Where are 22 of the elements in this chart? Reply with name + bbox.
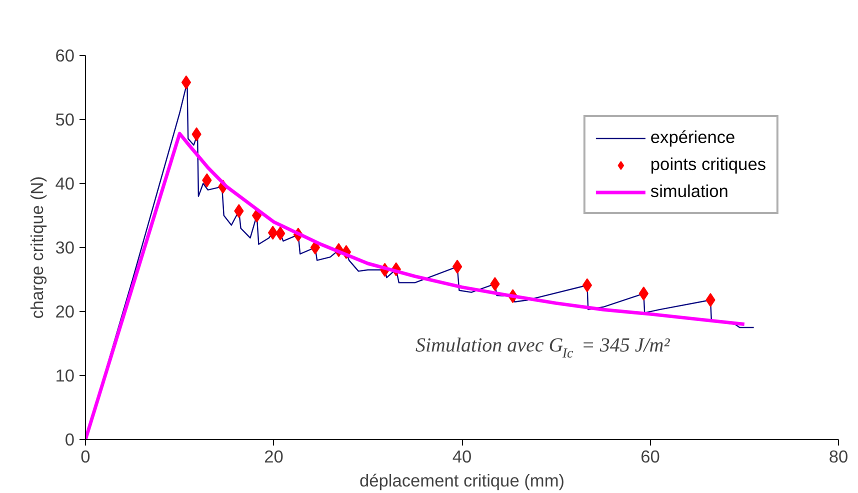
x-tick-label: 60 [640, 446, 660, 466]
point [181, 75, 192, 90]
y-tick-label: 50 [55, 110, 75, 130]
legend-label: simulation [650, 181, 728, 202]
point [582, 278, 592, 292]
point [268, 226, 278, 240]
y-tick-label: 10 [55, 366, 75, 386]
point [452, 260, 462, 274]
x-tick-label: 20 [264, 446, 284, 466]
legend-label: points critiques [650, 154, 766, 175]
x-tick-label: 0 [80, 446, 90, 466]
x-tick-label: 80 [828, 446, 848, 466]
y-tick-label: 20 [55, 302, 75, 322]
x-axis-title: déplacement critique (mm) [359, 470, 565, 490]
point [310, 240, 320, 254]
y-axis-title: charge critique (N) [27, 176, 48, 319]
legend-label: expérience [650, 127, 736, 148]
y-tick-label: 0 [64, 430, 75, 450]
x-tick-label: 40 [452, 446, 472, 466]
y-tick-label: 40 [55, 174, 75, 194]
y-tick-label: 60 [55, 46, 75, 66]
y-tick-label: 30 [55, 238, 75, 258]
